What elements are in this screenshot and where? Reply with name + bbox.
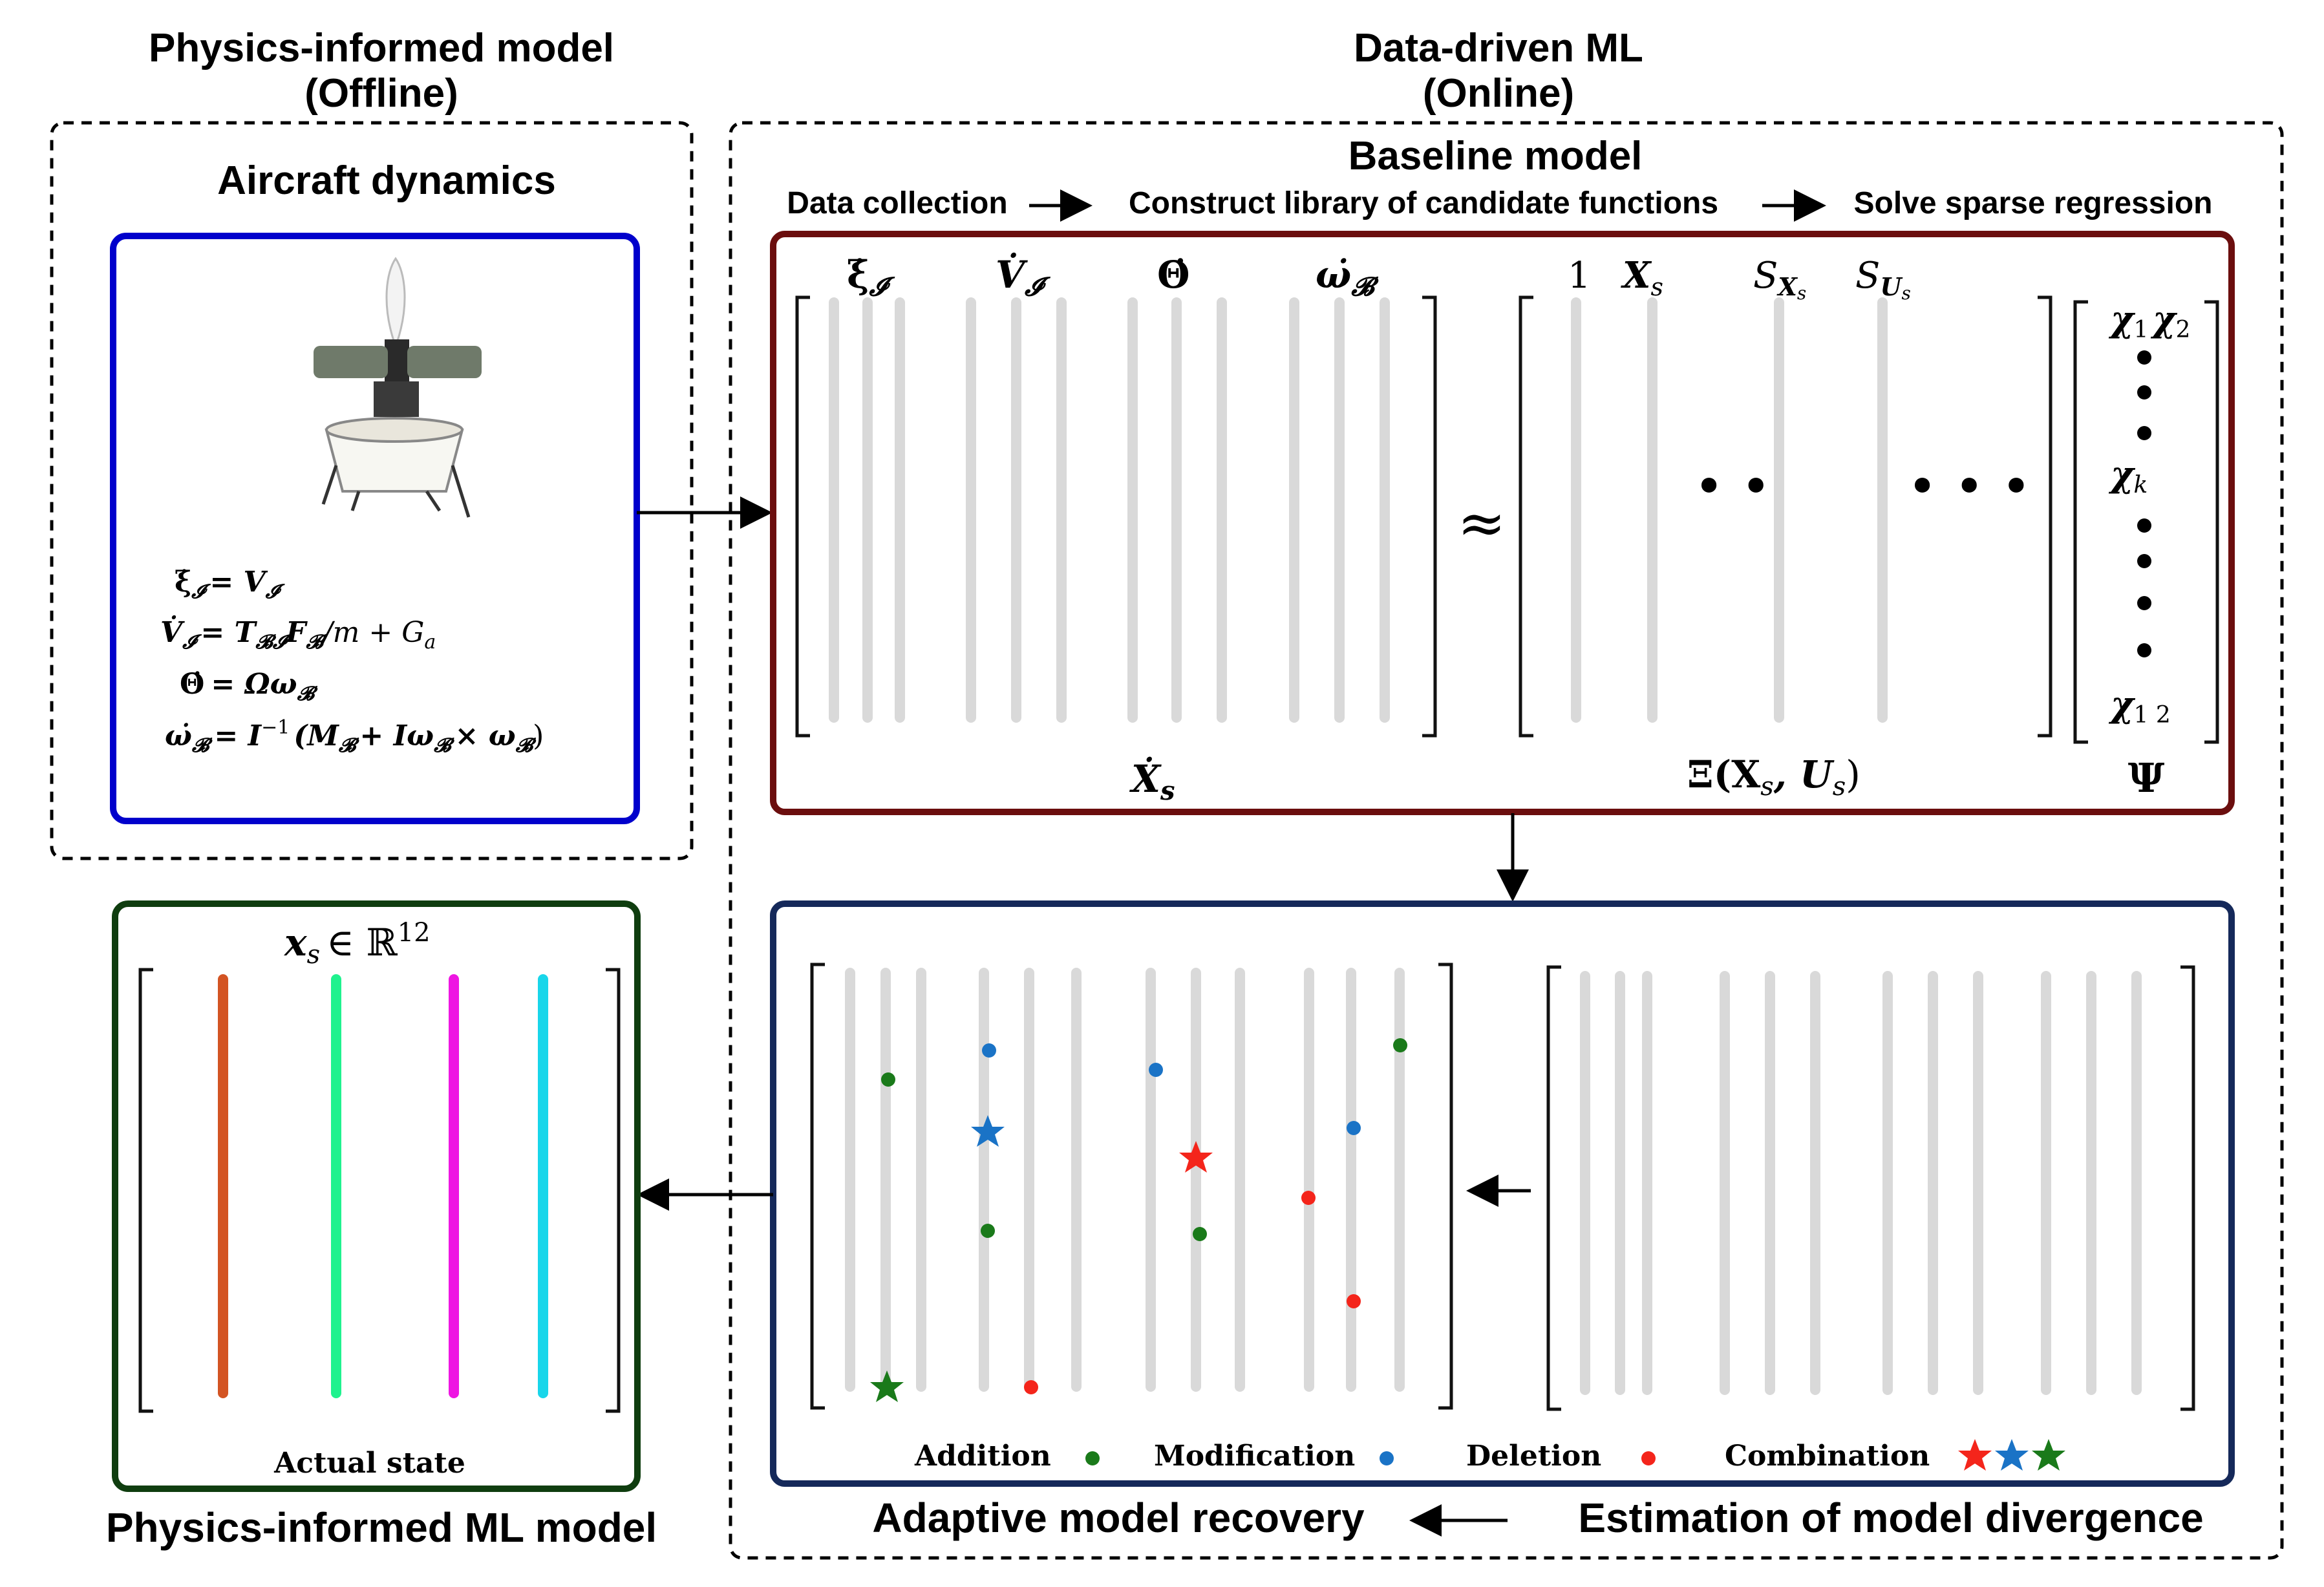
baseline-col-v: V̇𝓘 <box>996 251 1051 302</box>
adaptive-recovery-label: Adaptive model recovery <box>872 1495 1365 1541</box>
state-box <box>112 900 641 1492</box>
approx-sign: ≈ <box>1457 489 1506 557</box>
offline-subtitle: (Offline) <box>304 71 458 116</box>
xdot-right-bracket <box>1422 295 1437 738</box>
library-sxs: SXs <box>1753 255 1806 304</box>
modification-markers <box>982 1043 1361 1135</box>
legend-star-blue <box>1995 1439 2029 1471</box>
xdot-left-bracket <box>795 295 810 738</box>
state-right-bracket <box>606 968 621 1413</box>
legend-modification-dot <box>1380 1451 1394 1465</box>
xdot-label: Ẋs <box>1129 756 1175 806</box>
xi-right-bracket <box>2038 295 2052 738</box>
psi-left-bracket <box>2073 300 2088 744</box>
baseline-col-theta: Θ̇ <box>1157 253 1190 297</box>
equation-2: V̇𝓘 = T𝓑𝓘F𝓑/m + Ga <box>160 614 436 654</box>
online-title: Data-driven ML <box>1354 26 1643 70</box>
combination-star-green <box>870 1370 904 1402</box>
divergence-right-bracket <box>2180 965 2195 1411</box>
recovered-left-bracket <box>810 963 825 1410</box>
xdot-columns <box>829 297 1390 723</box>
legend-addition-dot <box>1085 1451 1100 1465</box>
addition-markers <box>881 1038 1407 1241</box>
library-sus: SUs <box>1855 255 1911 304</box>
psi-chi-2: χ2 <box>2150 298 2190 343</box>
pipeline-step-1: Data collection <box>787 186 1007 220</box>
recovered-columns <box>845 968 1405 1392</box>
baseline-box <box>770 231 2235 815</box>
online-container <box>729 121 2284 1560</box>
state-left-bracket <box>138 968 153 1413</box>
xi-left-bracket <box>1519 295 1533 738</box>
psi-label: Ψ <box>2128 754 2165 802</box>
state-vector-label: xs ∈ ℝ12 <box>283 918 431 970</box>
deletion-markers <box>1024 1191 1361 1394</box>
psi-chi-k: χk <box>2108 453 2148 498</box>
library-xs: Xs <box>1621 254 1663 301</box>
xi-label: Ξ(Xs, Us) <box>1687 752 1860 802</box>
legend-modification: Modification <box>1154 1440 1355 1473</box>
equation-1: ξ̇𝓘 = V𝓘 <box>175 566 286 603</box>
library-one: 1 <box>1568 255 1591 297</box>
combination-star-blue <box>971 1115 1005 1147</box>
baseline-title: Baseline model <box>1349 134 1643 178</box>
state-bars <box>218 974 548 1398</box>
divergence-columns <box>1580 971 2142 1395</box>
legend-addition: Addition <box>914 1440 1051 1473</box>
equation-4: ω̇𝓑 = I−1 (M𝓑 + Iω𝓑 × ω𝓑) <box>165 716 544 757</box>
recovered-right-bracket <box>1438 963 1453 1410</box>
state-caption: Actual state <box>273 1447 465 1480</box>
legend-deletion: Deletion <box>1466 1440 1601 1473</box>
offline-container <box>50 121 694 860</box>
online-subtitle: (Online) <box>1423 71 1574 116</box>
adaptive-box <box>770 900 2235 1487</box>
psi-right-bracket <box>2204 300 2219 744</box>
estimation-divergence-label: Estimation of model divergence <box>1578 1495 2203 1541</box>
legend-combination: Combination <box>1725 1440 1930 1473</box>
aircraft-box <box>110 233 640 824</box>
drone-image <box>314 257 482 518</box>
combination-star-red <box>1179 1141 1213 1173</box>
psi-chi-1: χ1 <box>2108 298 2148 343</box>
dynamics-equations: ξ̇𝓘 = V𝓘 V̇𝓘 = T𝓑𝓘F𝓑/m + Ga Θ̇ = Ωω𝓑 ω̇𝓑 = I… <box>160 566 544 757</box>
xi-dots-right: • • • <box>1907 456 2031 517</box>
psi-dots <box>2137 350 2151 657</box>
aircraft-dynamics-title: Aircraft dynamics <box>217 158 556 203</box>
divergence-left-bracket <box>1546 965 1561 1411</box>
psi-chi-12: χ1 2 <box>2108 683 2171 729</box>
baseline-col-omega: ω̇𝓑 <box>1316 253 1379 302</box>
legend-deletion-dot <box>1641 1451 1656 1465</box>
legend-star-red <box>1958 1439 1992 1471</box>
legend-star-green <box>2032 1439 2065 1471</box>
pipeline-step-2: Construct library of candidate functions <box>1129 186 1718 220</box>
physics-ml-model-label: Physics-informed ML model <box>106 1504 657 1551</box>
pipeline-step-3: Solve sparse regression <box>1854 186 2213 220</box>
offline-title: Physics-informed model <box>149 26 614 70</box>
xi-dots-middle: • • <box>1694 456 1771 517</box>
baseline-col-xi: ξ̇𝓘 <box>847 253 895 302</box>
xi-columns <box>1571 297 1888 723</box>
equation-3: Θ̇ = Ωω𝓑 <box>180 668 319 705</box>
